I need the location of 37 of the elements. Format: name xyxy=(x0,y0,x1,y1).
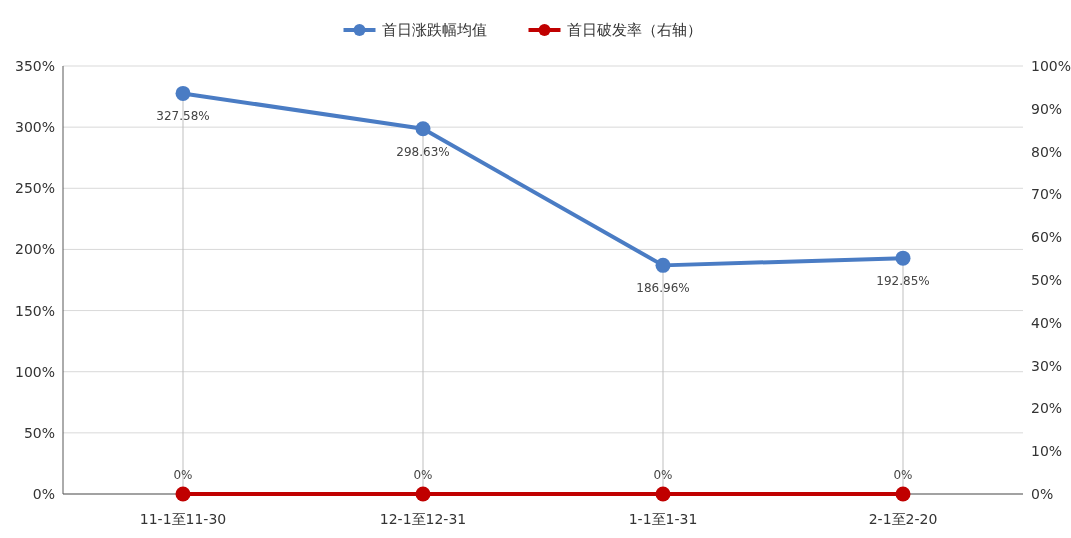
y-tick-label: 350% xyxy=(14,58,55,74)
point xyxy=(895,250,911,266)
y2-tick-label: 20% xyxy=(1031,400,1063,417)
data-label: 0% xyxy=(173,468,193,482)
y-tick-label: 200% xyxy=(14,241,55,258)
data-label: 0% xyxy=(893,468,913,482)
data-label: 192.85% xyxy=(876,274,930,289)
y2-tick-label: 50% xyxy=(1031,272,1063,288)
y2-tick-label: 40% xyxy=(1031,314,1063,331)
x-tick-label: 12-1至12-31 xyxy=(379,511,467,527)
y2-tick-label: 90% xyxy=(1031,100,1063,117)
data-label: 0% xyxy=(653,468,673,482)
data-label: 327.58% xyxy=(156,109,210,124)
x-tick-label: 11-1至11-30 xyxy=(139,511,227,527)
point xyxy=(175,85,191,101)
y-tick-label: 300% xyxy=(14,119,55,136)
y-tick-label: 250% xyxy=(14,180,55,197)
y-tick-label: 50% xyxy=(23,424,55,441)
x-tick-label: 2-1至2-20 xyxy=(868,511,938,527)
data-label: 298.63% xyxy=(396,144,450,159)
y-tick-label: 150% xyxy=(14,302,55,319)
y-tick-label: 100% xyxy=(14,363,55,380)
y-tick-label: 0% xyxy=(32,486,55,502)
y2-tick-label: 100% xyxy=(1031,58,1071,74)
y2-tick-label: 80% xyxy=(1031,143,1063,160)
y2-tick-label: 70% xyxy=(1031,186,1063,203)
legend-label: 首日破发率（右轴） xyxy=(566,21,702,39)
x-tick-label: 1-1至1-31 xyxy=(628,511,698,527)
data-label: 0% xyxy=(413,468,433,482)
legend-label: 首日涨跌幅均值 xyxy=(381,21,487,39)
y2-tick-label: 10% xyxy=(1031,443,1063,460)
y2-tick-label: 0% xyxy=(1031,486,1054,502)
point xyxy=(655,257,671,273)
y2-tick-label: 60% xyxy=(1031,229,1063,246)
point xyxy=(415,121,431,137)
data-label: 186.96% xyxy=(636,281,690,296)
y2-tick-label: 30% xyxy=(1031,357,1063,374)
